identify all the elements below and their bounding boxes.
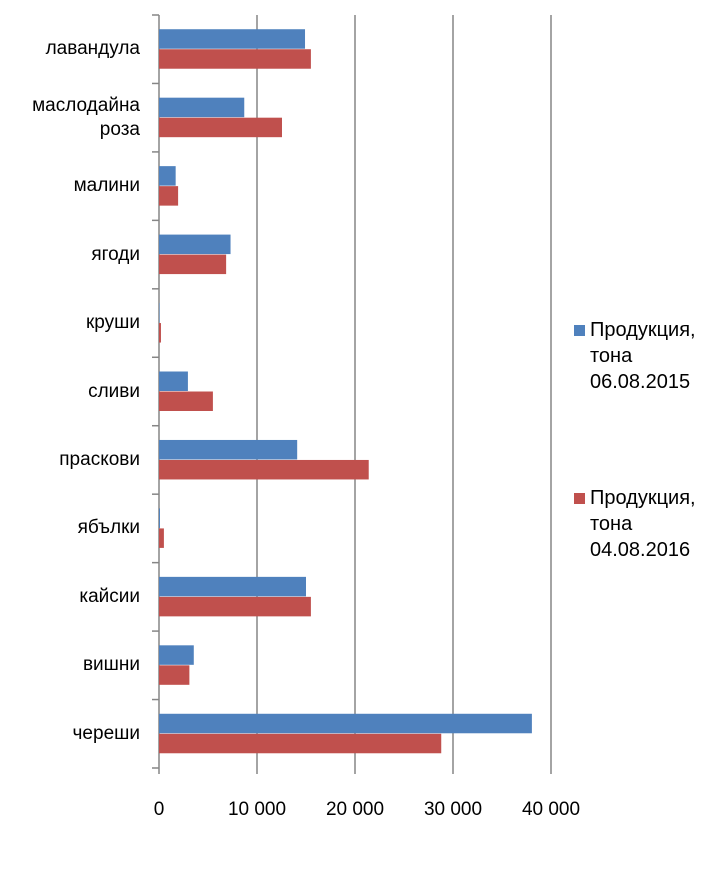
bar [159, 645, 194, 665]
bar [159, 29, 306, 49]
bar [159, 49, 311, 69]
bar [159, 733, 442, 754]
bar [159, 117, 282, 138]
y-tick-label: кайсии [79, 585, 140, 607]
bar [159, 254, 227, 275]
legend-label: Продукция, тона 04.08.2016 [590, 487, 696, 561]
x-tick-label: 40 000 [521, 799, 581, 820]
y-tick-label: малини [73, 175, 140, 197]
y-tick-label: ягоди [91, 243, 140, 265]
bar [159, 665, 190, 685]
bar [159, 186, 179, 206]
bar [159, 576, 306, 597]
bar [159, 713, 532, 734]
y-tick-label: круши [85, 312, 140, 334]
legend-swatch [574, 325, 585, 336]
bar [159, 596, 311, 617]
bar [159, 371, 188, 391]
y-tick-label: праскови [59, 448, 140, 470]
x-tick-label: 10 000 [227, 799, 287, 820]
bar [159, 528, 164, 548]
bar [159, 323, 161, 343]
y-tick-label: ябълки [77, 517, 140, 539]
bar [159, 439, 298, 460]
x-tick-label: 0 [153, 799, 165, 820]
bar [159, 459, 369, 480]
x-tick-label: 20 000 [325, 799, 385, 820]
bar [159, 391, 213, 411]
bar [159, 97, 245, 118]
legend-swatch [574, 493, 585, 504]
bar [159, 508, 160, 528]
bar [159, 166, 176, 186]
y-tick-label: сливи [88, 380, 140, 402]
y-tick-label: лавандула [45, 38, 140, 60]
x-tick-label: 30 000 [423, 799, 483, 820]
y-tick-label: маслодайна роза [32, 94, 140, 140]
y-tick-label: череши [72, 722, 140, 744]
bar [159, 234, 231, 255]
y-tick-label: вишни [82, 654, 140, 676]
legend-label: Продукция, тона 06.08.2015 [590, 319, 696, 393]
